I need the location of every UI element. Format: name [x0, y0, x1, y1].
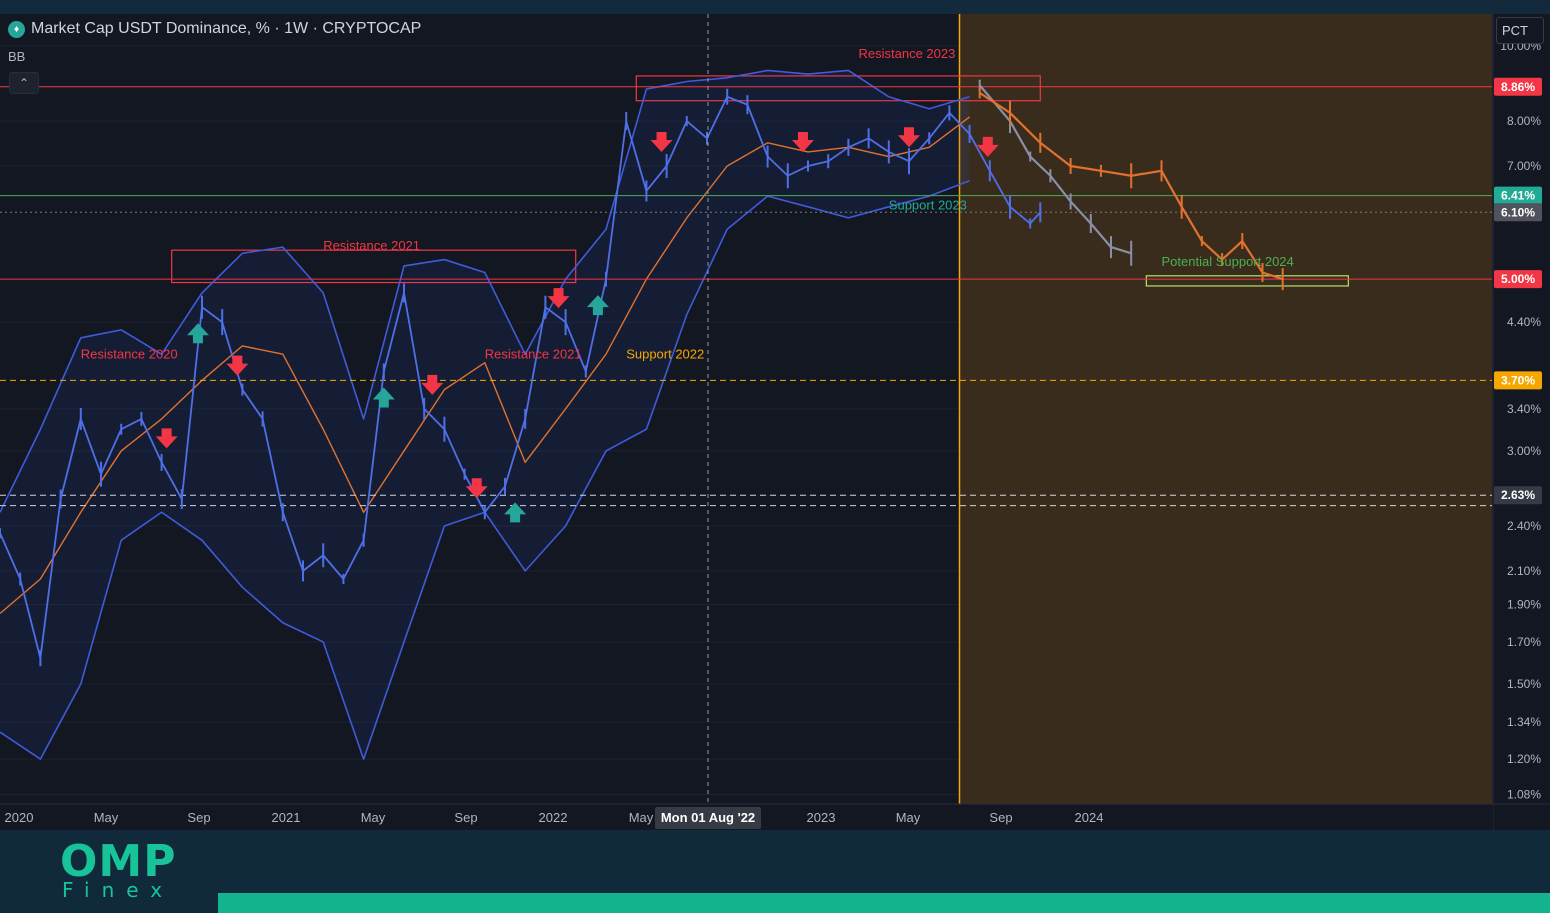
annotations: Resistance 2020 Resistance 2021 Resistance…	[81, 46, 1294, 361]
time-axis-tick: 2023	[807, 810, 836, 825]
crosshair-date-bg	[655, 807, 761, 829]
down-arrow-icon	[650, 132, 673, 153]
brand-subtitle: Finex	[62, 878, 175, 902]
time-axis-tick: 2024	[1075, 810, 1104, 825]
annotation-label: Potential Support 2024	[1162, 254, 1294, 269]
forecast-region	[959, 14, 1492, 804]
down-arrow-icon	[155, 428, 178, 449]
time-axis-labels: 2020 May Sep 2021 May Sep 2022 May Mon 01 Aug '2…	[5, 807, 1104, 829]
bb-upper-line	[0, 69, 970, 513]
indicator-label[interactable]: BB	[8, 49, 26, 64]
price-axis-tick: 1.70%	[1507, 635, 1541, 649]
down-arrow-icon	[976, 136, 999, 157]
annotation-label: Resistance 2020	[81, 346, 178, 361]
annotation-label: Support 2023	[889, 198, 967, 213]
price-axis-panel[interactable]	[1493, 14, 1550, 804]
price-axis-tick: 7.00%	[1507, 159, 1541, 173]
tether-logo-icon: ♦	[8, 20, 25, 38]
annotation-label: Resistance 2021	[323, 238, 420, 253]
time-axis-tick: May	[896, 810, 921, 825]
horizontal-levels	[0, 86, 1492, 507]
time-axis-tick: May	[361, 810, 386, 825]
price-axis-labels: 10.00%8.00%7.00%4.40%3.40%3.00%2.40%2.10…	[1500, 39, 1541, 801]
time-axis-tick: Sep	[187, 810, 210, 825]
price-tag-label: 6.10%	[1501, 205, 1535, 219]
projection-series	[978, 79, 1284, 291]
annotation-label: Resistance 2021	[485, 346, 582, 361]
price-axis-tick: 1.50%	[1507, 677, 1541, 691]
price-tag-bg	[1494, 270, 1542, 289]
time-axis-tick: May	[94, 810, 119, 825]
price-axis-tick: 1.90%	[1507, 598, 1541, 612]
resistance-2023-zone	[635, 75, 1041, 102]
up-arrow-icon	[504, 502, 527, 523]
projection-1-line	[978, 84, 1132, 255]
down-arrow-icon	[465, 478, 488, 499]
price-tag-bg	[1494, 203, 1542, 222]
up-arrow-icon	[372, 387, 395, 408]
price-tag-label: 8.86%	[1501, 80, 1535, 94]
price-series	[0, 88, 1042, 667]
price-axis-tick: 8.00%	[1507, 114, 1541, 128]
down-arrow-icon	[898, 127, 920, 148]
time-axis-tick: 2021	[272, 810, 301, 825]
brand-logo: OMP	[60, 836, 177, 887]
price-axis-tick: 1.34%	[1507, 715, 1541, 729]
price-tag-bg	[1494, 371, 1542, 390]
price-tag-label: 3.70%	[1501, 373, 1535, 387]
time-axis-tick: May	[629, 810, 654, 825]
potential-support-2024-zone	[1145, 275, 1349, 287]
price-axis-tick: 3.00%	[1507, 444, 1541, 458]
legend-title[interactable]: ♦ Market Cap USDT Dominance, % · 1W · CR…	[8, 20, 421, 38]
legend-title-text: Market Cap USDT Dominance, % · 1W · CRYP…	[31, 20, 422, 37]
price-tag-bg	[1494, 186, 1542, 205]
down-arrow-icon	[226, 355, 249, 376]
price-axis-tick: 3.40%	[1507, 402, 1541, 416]
price-axis-tick: 4.40%	[1507, 315, 1541, 329]
time-axis-tick: 2022	[539, 810, 568, 825]
bb-basis-line	[0, 116, 971, 615]
price-tag-label: 6.41%	[1501, 189, 1535, 203]
chevron-up-icon: ⌃	[18, 76, 30, 90]
price-tag-bg	[1494, 486, 1542, 505]
up-arrow-icon	[186, 323, 209, 344]
chart[interactable]: Resistance 2020 Resistance 2021 Resistance…	[0, 14, 1550, 830]
price-tags: 8.86% 6.41% 6.10% 5.00% 3.70% 2.63%	[1494, 77, 1542, 505]
price-tag-label: 5.00%	[1501, 272, 1535, 286]
price-axis-tick: 2.40%	[1507, 519, 1541, 533]
price-tag-bg	[1494, 77, 1542, 96]
time-axis-tick: Mon 01 Aug '22	[661, 810, 755, 825]
price-axis-tick: 1.20%	[1507, 752, 1541, 766]
annotation-label: Resistance 2023	[859, 46, 956, 61]
time-axis-tick: Sep	[989, 810, 1012, 825]
up-arrow-icon	[586, 295, 609, 316]
collapse-legend-button[interactable]: ⌃	[9, 72, 39, 94]
price-axis-tick: 2.10%	[1507, 564, 1541, 578]
price-tag-label: 2.63%	[1501, 488, 1535, 502]
arrows	[155, 127, 999, 523]
scale-mode-button[interactable]: PCT	[1496, 17, 1544, 44]
down-arrow-icon	[791, 132, 814, 153]
time-axis-tick: Sep	[454, 810, 477, 825]
top-strip	[0, 0, 1550, 14]
price-axis-tick: 1.08%	[1507, 788, 1541, 802]
annotation-label: Support 2022	[626, 346, 704, 361]
time-axis-tick: 2020	[5, 810, 34, 825]
zone-layer	[171, 14, 1492, 804]
down-arrow-icon	[547, 288, 570, 309]
brand-accent-bar	[218, 893, 1550, 913]
down-arrow-icon	[421, 374, 444, 395]
